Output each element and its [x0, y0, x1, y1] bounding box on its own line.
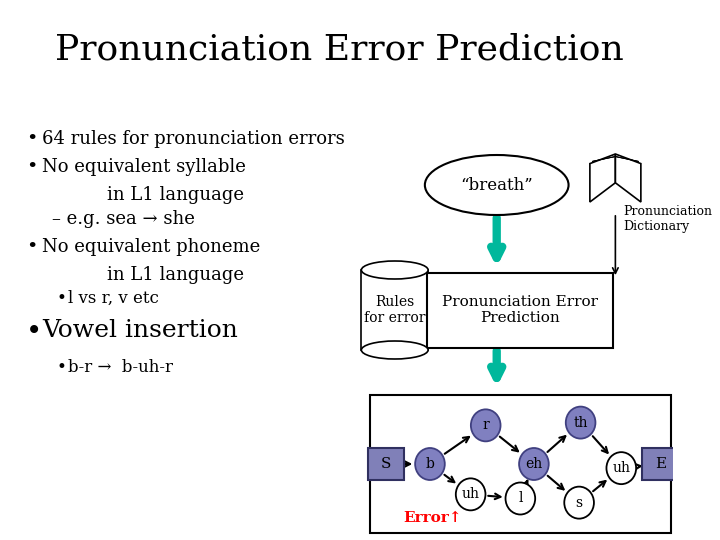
Text: 64 rules for pronunciation errors: 64 rules for pronunciation errors [42, 130, 345, 148]
Circle shape [519, 448, 549, 480]
Text: •: • [26, 130, 37, 148]
Bar [369, 395, 671, 533]
Text: •: • [26, 238, 37, 256]
Circle shape [564, 487, 594, 518]
Text: •: • [26, 158, 37, 176]
Circle shape [566, 407, 595, 438]
Ellipse shape [425, 155, 569, 215]
Text: eh: eh [526, 457, 543, 471]
Text: •: • [26, 319, 42, 346]
Text: uh: uh [462, 488, 480, 501]
Circle shape [471, 409, 500, 441]
Text: Pronunciation Error Prediction: Pronunciation Error Prediction [55, 33, 624, 67]
Polygon shape [590, 154, 616, 202]
Text: Vowel insertion: Vowel insertion [42, 319, 238, 342]
Bar [427, 273, 613, 348]
Text: uh: uh [612, 461, 630, 475]
Text: b: b [426, 457, 434, 471]
Bar [361, 270, 428, 350]
Polygon shape [616, 154, 641, 202]
Text: in L1 language: in L1 language [107, 186, 244, 204]
Text: S: S [381, 457, 392, 471]
Ellipse shape [361, 341, 428, 359]
Text: – e.g. sea → she: – e.g. sea → she [52, 210, 194, 228]
Text: Rules
for error: Rules for error [364, 295, 426, 325]
Text: No equivalent syllable: No equivalent syllable [42, 158, 246, 176]
FancyBboxPatch shape [642, 448, 679, 480]
Text: th: th [573, 416, 588, 430]
Text: Error↑: Error↑ [403, 511, 462, 525]
Text: l vs r, v etc: l vs r, v etc [68, 290, 159, 307]
Text: r: r [482, 418, 489, 433]
Ellipse shape [361, 261, 428, 279]
Circle shape [456, 478, 485, 510]
Text: “breath”: “breath” [460, 177, 533, 193]
Text: Pronunciation
Dictionary: Pronunciation Dictionary [623, 205, 712, 233]
Text: •: • [56, 360, 66, 376]
Text: in L1 language: in L1 language [107, 266, 244, 284]
Circle shape [415, 448, 445, 480]
Text: Pronunciation Error
Prediction: Pronunciation Error Prediction [442, 295, 598, 325]
Text: s: s [575, 496, 582, 510]
Text: E: E [655, 457, 666, 471]
Circle shape [606, 452, 636, 484]
FancyBboxPatch shape [368, 448, 405, 480]
Circle shape [505, 483, 535, 515]
Text: l: l [518, 491, 523, 505]
Text: No equivalent phoneme: No equivalent phoneme [42, 238, 261, 256]
Text: •: • [56, 290, 66, 307]
Text: b-r →  b-uh-r: b-r → b-uh-r [68, 360, 174, 376]
